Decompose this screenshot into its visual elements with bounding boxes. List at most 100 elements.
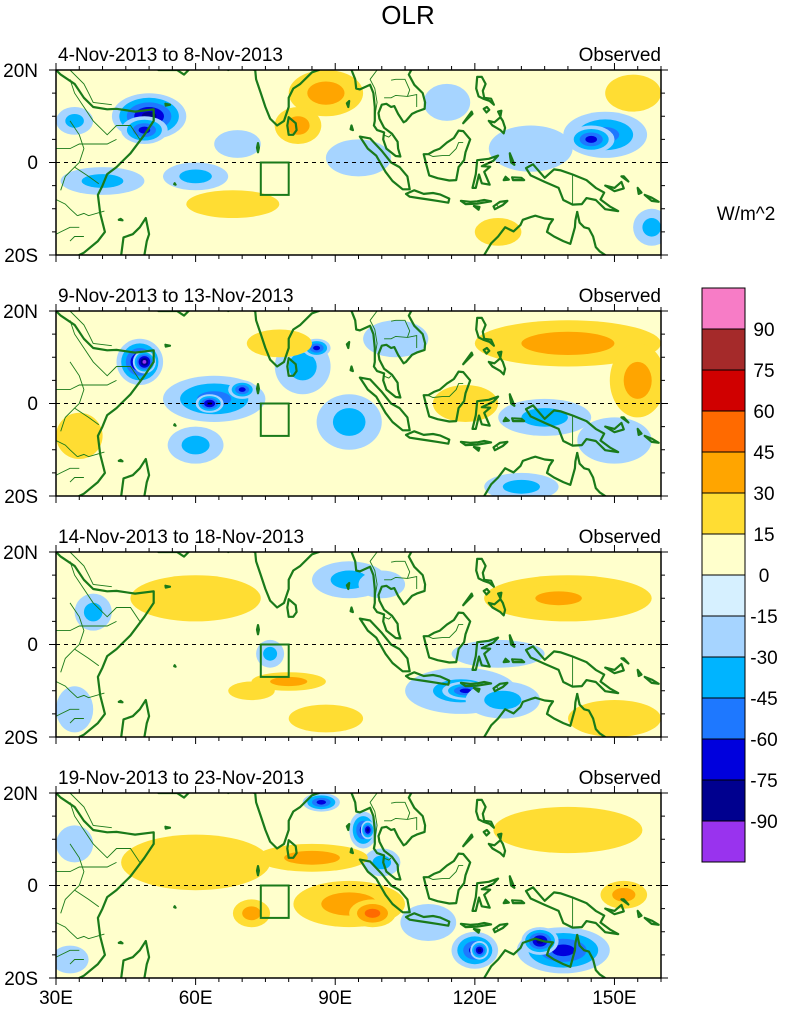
country-border-18 — [426, 383, 464, 398]
country-border-2 — [69, 79, 141, 140]
coastline-segment-4 — [286, 839, 298, 859]
panel-1-lat-label-0: 0 — [27, 153, 38, 174]
coastline-segment-19 — [487, 598, 507, 617]
coastline-segment-9 — [471, 154, 500, 189]
panel-2-observed-label: Observed — [579, 286, 661, 307]
coastline-segment-22 — [576, 692, 607, 737]
anomaly-contour-16-level-1 — [246, 329, 312, 358]
country-border-15 — [391, 319, 411, 338]
country-border-16 — [386, 299, 400, 306]
coastline-segment-30 — [164, 102, 172, 107]
coastline-segment-20 — [462, 351, 474, 366]
country-border-16 — [386, 58, 400, 65]
map-panel-2: 9-Nov-2013 to 13-Nov-2013 Observed 20N 0… — [3, 286, 668, 508]
coastline-segment-3 — [227, 311, 320, 368]
anomaly-contour-5-level-4 — [238, 387, 246, 392]
coastline-segment-28 — [117, 940, 124, 945]
panel-3-borders — [56, 540, 574, 724]
anomaly-contour-12-level-2 — [623, 361, 652, 399]
coastline-segment-11 — [492, 681, 509, 693]
anomaly-contour-9-level-2 — [270, 676, 308, 687]
anomaly-contour-18-level-2 — [502, 479, 540, 494]
anomaly-contour-11-level-4 — [551, 944, 575, 957]
colorbar-box-1 — [701, 287, 746, 330]
anomaly-contour-10-level-1 — [228, 681, 275, 701]
coastline-segment-2 — [157, 70, 190, 76]
coastline-segment-25 — [620, 175, 630, 183]
map-panel-1: 4-Nov-2013 to 8-Nov-2013 Observed 20N 0 … — [3, 45, 668, 267]
anomaly-contour-17-level-1 — [474, 218, 522, 246]
coastline-segment-31 — [255, 142, 260, 154]
colorbar-box-8 — [701, 574, 746, 617]
panel-4-map-area — [56, 793, 661, 978]
coastline-segment-9 — [471, 636, 500, 672]
panel-2-ticks — [49, 304, 668, 503]
coastline-segment-30 — [164, 584, 172, 589]
panel-3-anomaly-field — [56, 561, 661, 737]
coastline-segment-29 — [120, 457, 151, 496]
coastline-segment-14 — [508, 152, 516, 166]
coastline-segment-10 — [459, 439, 493, 447]
country-border-4 — [56, 620, 117, 632]
country-border-10 — [69, 959, 84, 965]
coastline-segment-7 — [404, 189, 451, 204]
panel-2-lat-label-0: 0 — [27, 394, 38, 415]
coastline-segment-13 — [524, 404, 620, 454]
anomaly-contour-14-level-1 — [130, 575, 261, 622]
colorbar-box-7 — [701, 533, 746, 576]
coastline-segment-16 — [510, 899, 526, 905]
colorbar-box-6 — [701, 492, 746, 535]
panel-4-observed-label: Observed — [579, 768, 661, 789]
country-border-18 — [426, 865, 464, 880]
country-border-5 — [74, 166, 100, 185]
coastline-segment-24 — [604, 180, 625, 193]
anomaly-contour-15-level-1 — [568, 700, 661, 737]
coastline-segment-6 — [358, 135, 411, 191]
country-border-8 — [56, 467, 80, 476]
coastline-segment-8 — [422, 611, 472, 664]
coastline-segment-24 — [604, 421, 625, 434]
country-border-16 — [386, 540, 400, 547]
coastline-segment-16 — [510, 658, 526, 664]
panel-3-lat-label-0: 0 — [27, 635, 38, 656]
country-border-10 — [69, 477, 84, 483]
colorbar-label-15: 15 — [753, 525, 774, 546]
panel-2-coastlines — [56, 311, 660, 496]
country-border-18 — [426, 624, 464, 639]
country-border-12 — [346, 52, 354, 66]
anomaly-contour-11-level-2 — [263, 646, 278, 661]
country-border-17 — [383, 857, 392, 861]
anomaly-contour-13-level-4 — [585, 135, 597, 143]
coastline-segment-33 — [349, 365, 354, 373]
coastline-segment-28 — [117, 217, 124, 222]
anomaly-contour-4-level-2 — [65, 114, 84, 128]
figure-title: OLR — [381, 0, 434, 30]
coastline-segment-15 — [502, 657, 510, 664]
coastline-segment-17 — [475, 557, 495, 588]
anomaly-contour-8-level-1 — [121, 834, 271, 891]
coastline-segment-19 — [487, 116, 507, 135]
panel-4-coastlines — [56, 793, 660, 978]
country-border-13 — [369, 311, 379, 358]
anomaly-contour-6-level-3 — [364, 908, 381, 918]
coastline-segment-25 — [620, 416, 630, 424]
panel-3-lat-label-20n: 20N — [3, 543, 38, 564]
panel-1-lat-label-20s: 20S — [4, 246, 38, 267]
anomaly-contour-11-level-1 — [423, 83, 471, 121]
coastline-segment-14 — [508, 875, 516, 889]
coastline-segment-17 — [475, 75, 495, 106]
panel-3-ticks — [49, 545, 668, 744]
coastline-segment-24 — [604, 903, 625, 916]
coastline-segment-17 — [475, 798, 495, 829]
coastline-segment-8 — [422, 129, 472, 182]
coastline-segment-10 — [459, 198, 493, 206]
country-border-10 — [69, 718, 84, 724]
coastline-segment-21 — [482, 346, 491, 355]
anomaly-contour-8-level-1 — [358, 570, 406, 599]
panel-3-box-region — [259, 643, 290, 678]
panel-1-observed-label: Observed — [579, 45, 661, 66]
colorbar-box-2 — [701, 328, 746, 371]
panel-4-lat-label-20s: 20S — [4, 969, 38, 990]
colorbar-boxes — [701, 287, 746, 863]
country-border-20 — [495, 203, 499, 207]
